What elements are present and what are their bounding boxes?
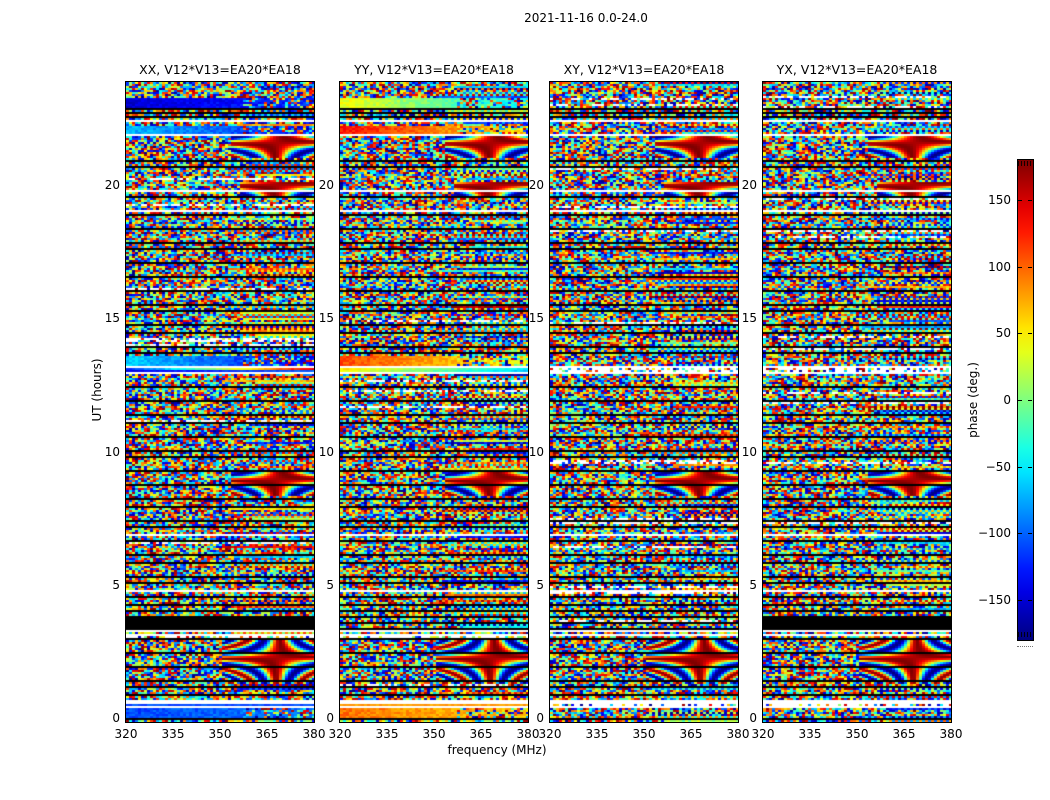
x-tick-label: 380 bbox=[726, 727, 750, 741]
y-tick-label: 5 bbox=[749, 577, 757, 592]
colorbar-top-hatch-ticks bbox=[1018, 161, 1031, 166]
colorbar-tick-label: 0 bbox=[1003, 393, 1011, 407]
colorbar-tick-label: −150 bbox=[978, 593, 1011, 607]
colorbar-tick-mark bbox=[1028, 266, 1032, 268]
colorbar-tick-label: −50 bbox=[985, 459, 1011, 474]
x-tick-label: 350 bbox=[845, 727, 869, 741]
y-tick-label: 15 bbox=[528, 311, 544, 326]
colorbar-tick-mark bbox=[1018, 333, 1022, 335]
y-tick-label: 5 bbox=[112, 577, 120, 592]
y-tick-label: 10 bbox=[104, 444, 120, 459]
colorbar-bottom-hatch-ticks bbox=[1018, 632, 1031, 637]
colorbar-tick-mark bbox=[1028, 333, 1032, 335]
colorbar-tick-mark bbox=[1018, 400, 1022, 401]
x-tick-label: 320 bbox=[328, 727, 352, 741]
x-tick-label: 365 bbox=[679, 727, 703, 741]
panel-title: YX, V12*V13=EA20*EA18 bbox=[776, 62, 938, 77]
phase-waterfall-canvas bbox=[340, 82, 528, 722]
x-tick-label: 335 bbox=[585, 727, 609, 741]
y-tick-label: 0 bbox=[326, 711, 334, 725]
x-tick-label: 365 bbox=[469, 727, 493, 741]
x-tick-label: 335 bbox=[161, 727, 185, 741]
colorbar-tick-label: 50 bbox=[995, 326, 1011, 341]
y-tick-label: 10 bbox=[318, 444, 334, 459]
colorbar-tick-mark bbox=[1018, 466, 1022, 468]
y-tick-label: 15 bbox=[741, 311, 757, 326]
x-tick-label: 335 bbox=[798, 727, 822, 741]
y-tick-label: 0 bbox=[536, 711, 544, 725]
x-tick-label: 320 bbox=[114, 727, 138, 741]
phase-waterfall-canvas bbox=[763, 82, 951, 722]
phase-waterfall-canvas bbox=[126, 82, 314, 722]
colorbar-tick-mark bbox=[1028, 200, 1032, 201]
colorbar-tick-mark bbox=[1028, 600, 1032, 601]
x-tick-label: 380 bbox=[939, 727, 963, 741]
y-tick-label: 15 bbox=[104, 311, 120, 326]
x-tick-label: 350 bbox=[632, 727, 656, 741]
panel-title: XY, V12*V13=EA20*EA18 bbox=[563, 62, 725, 77]
y-tick-label: 20 bbox=[741, 178, 757, 193]
x-tick-label: 350 bbox=[208, 727, 232, 741]
y-tick-label: 0 bbox=[749, 711, 757, 725]
colorbar-extend-dotted-line bbox=[1017, 646, 1033, 647]
x-tick-label: 380 bbox=[302, 727, 326, 741]
x-tick-label: 335 bbox=[375, 727, 399, 741]
colorbar-tick-label: 150 bbox=[988, 193, 1011, 207]
x-tick-label: 320 bbox=[751, 727, 775, 741]
y-tick-label: 20 bbox=[318, 178, 334, 193]
y-tick-label: 10 bbox=[528, 444, 544, 459]
x-axis-label: frequency (MHz) bbox=[447, 743, 547, 757]
panel-plot-area bbox=[125, 81, 315, 723]
panel-plot-area bbox=[762, 81, 952, 723]
colorbar-tick-label: −100 bbox=[978, 526, 1011, 541]
x-tick-label: 350 bbox=[422, 727, 446, 741]
panel-title: XX, V12*V13=EA20*EA18 bbox=[139, 62, 301, 77]
x-tick-label: 380 bbox=[516, 727, 540, 741]
colorbar-tick-label: 100 bbox=[988, 259, 1011, 274]
y-tick-label: 20 bbox=[104, 178, 120, 193]
colorbar-tick-mark bbox=[1028, 400, 1032, 401]
y-tick-label: 5 bbox=[536, 577, 544, 592]
colorbar-tick-mark bbox=[1018, 533, 1022, 535]
y-axis-label: UT (hours) bbox=[90, 358, 104, 422]
colorbar-tick-mark bbox=[1028, 533, 1032, 535]
colorbar-tick-mark bbox=[1018, 266, 1022, 268]
panel-plot-area bbox=[339, 81, 529, 723]
y-tick-label: 5 bbox=[326, 577, 334, 592]
x-tick-label: 365 bbox=[892, 727, 916, 741]
phase-waterfall-canvas bbox=[550, 82, 738, 722]
panel-plot-area bbox=[549, 81, 739, 723]
y-tick-label: 0 bbox=[112, 711, 120, 725]
y-tick-label: 15 bbox=[318, 311, 334, 326]
colorbar-gradient bbox=[1018, 160, 1033, 640]
panel-title: YY, V12*V13=EA20*EA18 bbox=[354, 62, 514, 77]
y-tick-label: 10 bbox=[741, 444, 757, 459]
colorbar-tick-mark bbox=[1018, 600, 1022, 601]
colorbar-tick-mark bbox=[1028, 466, 1032, 468]
x-tick-label: 320 bbox=[538, 727, 562, 741]
y-tick-label: 20 bbox=[528, 178, 544, 193]
colorbar-tick-mark bbox=[1018, 200, 1022, 201]
x-tick-label: 365 bbox=[255, 727, 279, 741]
figure-title: 2021-11-16 0.0-24.0 bbox=[524, 11, 648, 25]
colorbar bbox=[1017, 159, 1034, 641]
